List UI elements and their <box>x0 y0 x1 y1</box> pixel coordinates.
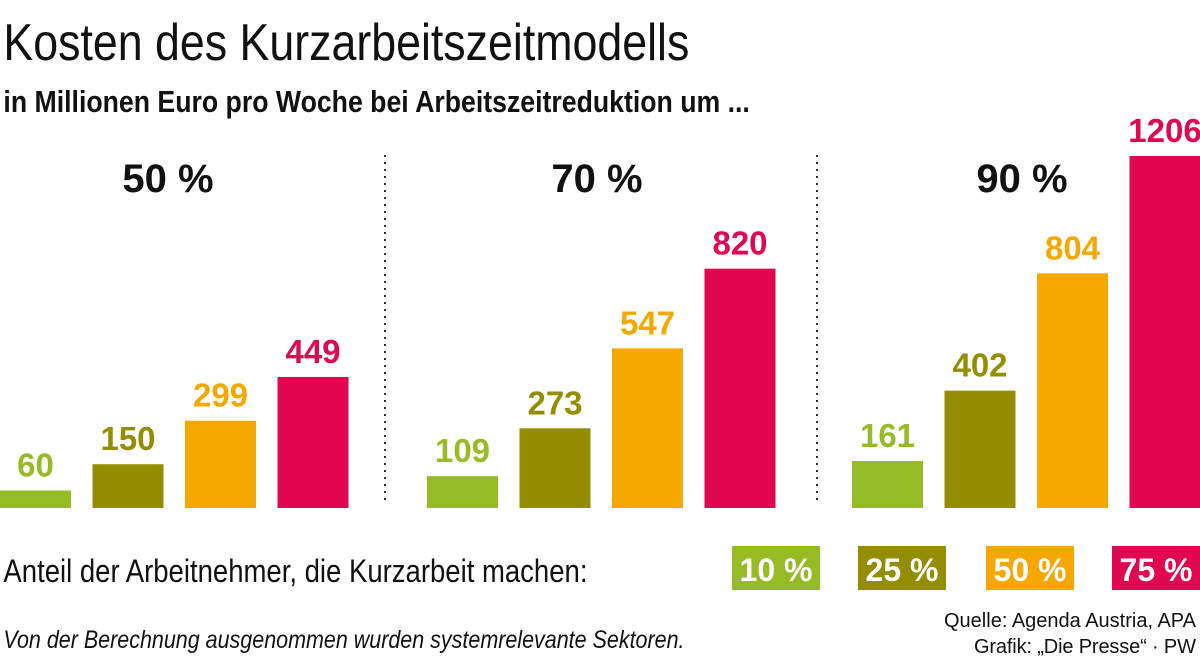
source: Quelle: Agenda Austria, APA <box>944 610 1197 632</box>
bar <box>852 461 923 508</box>
group-label: 50 % <box>122 157 213 201</box>
legend-label: Anteil der Arbeitnehmer, die Kurzarbeit … <box>3 554 587 589</box>
credit: Grafik: „Die Presse“ · PW <box>974 636 1196 658</box>
data-label: 449 <box>285 333 340 370</box>
data-label: 109 <box>435 432 490 469</box>
data-label: 60 <box>17 446 54 483</box>
legend-swatch <box>858 546 946 590</box>
data-label: 273 <box>527 384 582 421</box>
bar <box>1037 273 1108 508</box>
bar <box>92 464 164 508</box>
legend-swatch <box>732 546 820 590</box>
legend-entry: 25 % <box>866 552 939 588</box>
legend-entry: 50 % <box>994 552 1067 588</box>
chart-title: Kosten des Kurzarbeitszeitmodells <box>3 14 689 72</box>
bar <box>427 476 498 508</box>
bar <box>277 376 349 508</box>
bar <box>519 428 591 508</box>
data-label: 299 <box>193 377 248 414</box>
group-label: 70 % <box>551 157 642 201</box>
chart-subtitle: in Millionen Euro pro Woche bei Arbeitsz… <box>3 85 749 119</box>
bar <box>185 420 256 508</box>
data-label: 161 <box>860 417 915 454</box>
legend-entry: 10 % <box>740 552 813 588</box>
data-label: 804 <box>1045 229 1101 266</box>
footnote: Von der Berechnung ausgenommen wurden sy… <box>3 625 684 653</box>
bar <box>0 490 71 508</box>
bar <box>1129 156 1200 508</box>
bar <box>612 348 683 508</box>
data-label: 820 <box>712 225 767 262</box>
data-label: 1206 <box>1128 112 1200 149</box>
legend-swatch <box>986 546 1074 590</box>
data-label: 150 <box>100 420 155 457</box>
data-label: 547 <box>620 304 675 341</box>
bar <box>944 390 1016 508</box>
bar <box>704 268 776 508</box>
legend-swatch <box>1112 546 1200 590</box>
legend-entry: 75 % <box>1120 552 1193 588</box>
group-label: 90 % <box>976 157 1067 201</box>
data-label: 402 <box>952 347 1007 384</box>
